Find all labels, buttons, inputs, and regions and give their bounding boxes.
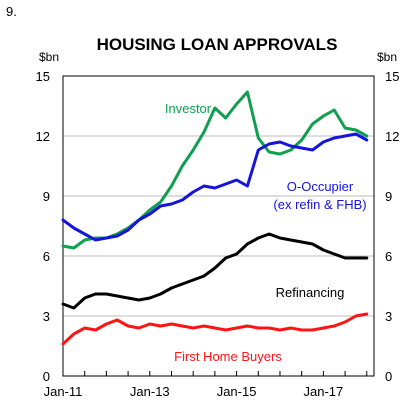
series-line-refinancing xyxy=(61,232,369,310)
y-tick-label-right: 6 xyxy=(385,249,392,264)
y-tick-label-right: 15 xyxy=(385,69,399,84)
x-tick-label: Jan-17 xyxy=(303,384,343,399)
y-tick-label-right: 12 xyxy=(385,129,399,144)
y-tick-label-left: 6 xyxy=(43,249,50,264)
y-tick-label-right: 9 xyxy=(385,189,392,204)
series-label-investor: Investor xyxy=(165,101,212,116)
chart-title: HOUSING LOAN APPROVALS xyxy=(96,35,338,54)
y-tick-label-left: 15 xyxy=(36,69,50,84)
y-axis-unit-right: $bn xyxy=(377,50,398,64)
series-label-first-home-buyers: First Home Buyers xyxy=(174,349,282,364)
y-tick-label-left: 9 xyxy=(43,189,50,204)
x-tick-label: Jan-13 xyxy=(130,384,170,399)
y-tick-label-left: 12 xyxy=(36,129,50,144)
series-label-refinancing: Refinancing xyxy=(276,285,345,300)
series-label-o-occupier: O-Occupier xyxy=(287,179,354,194)
y-tick-label-right: 3 xyxy=(385,309,392,324)
figure-number: 9. xyxy=(6,4,17,19)
series-label-o-occupier-note: (ex refin & FHB) xyxy=(273,197,366,212)
series-line-investor xyxy=(61,90,369,250)
series-line-first-home-buyers xyxy=(61,312,369,346)
y-tick-label-left: 3 xyxy=(43,309,50,324)
x-tick-label: Jan-11 xyxy=(44,384,83,399)
y-axis-unit-left: $bn xyxy=(39,50,60,64)
x-tick-label: Jan-15 xyxy=(217,384,257,399)
y-tick-label-right: 0 xyxy=(385,369,392,384)
y-tick-label-left: 0 xyxy=(43,369,50,384)
series-line-o-occupier xyxy=(61,132,369,242)
plot-frame xyxy=(62,75,375,377)
